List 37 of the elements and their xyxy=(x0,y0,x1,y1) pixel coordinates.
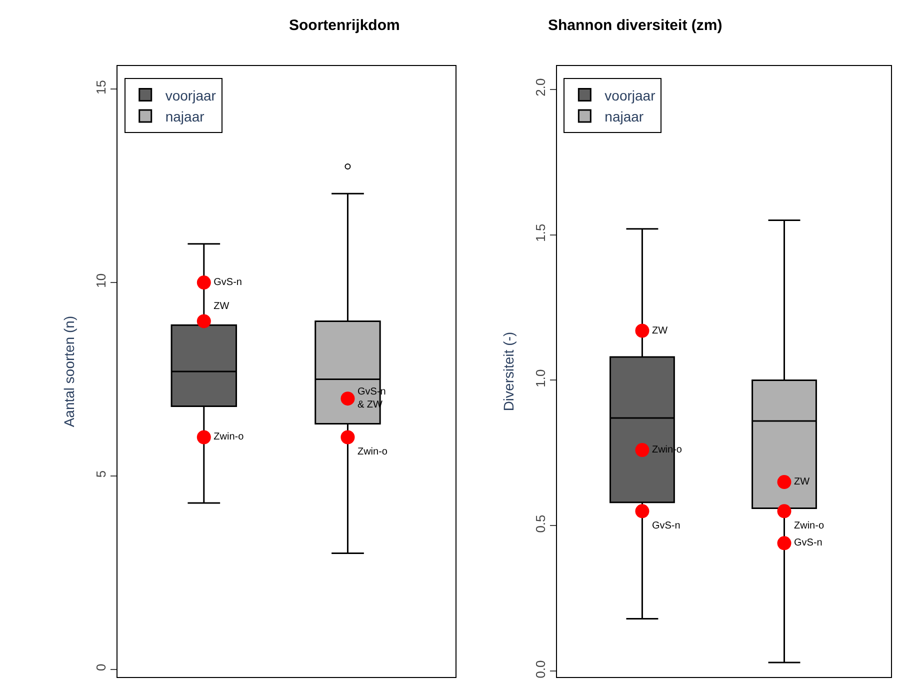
legend-label: voorjaar xyxy=(604,87,656,104)
data-label: ZW xyxy=(652,325,668,336)
data-label: ZW xyxy=(214,300,230,312)
point xyxy=(196,430,211,444)
data-label: Zwin-o xyxy=(357,446,388,458)
data-label: GvS-n xyxy=(794,538,822,549)
point xyxy=(635,443,650,458)
y-tick-label: 5 xyxy=(93,470,108,478)
point xyxy=(340,430,355,444)
legend-label: najaar xyxy=(604,108,644,124)
legend-label: najaar xyxy=(165,108,205,124)
point xyxy=(777,504,792,518)
data-label: ZW xyxy=(794,476,810,488)
data-label: GvS-n xyxy=(214,277,242,288)
data-label: Zwin-o xyxy=(214,432,244,443)
y-axis-title: Diversiteit (-) xyxy=(500,332,516,412)
y-tick-label: 0 xyxy=(93,664,108,671)
chart-title: Soortenrijkdom xyxy=(289,17,400,34)
point xyxy=(196,314,211,328)
y-tick-label: 0.0 xyxy=(532,660,548,678)
data-label: GvS-n xyxy=(652,520,680,532)
chart-title: Shannon diversiteit (zm) xyxy=(548,17,722,34)
y-tick-label: 1.5 xyxy=(532,224,548,242)
y-axis-title: Aantal soorten (n) xyxy=(61,316,77,428)
legend-label: voorjaar xyxy=(165,87,216,104)
point xyxy=(777,475,792,490)
point xyxy=(777,536,792,550)
point xyxy=(340,392,355,406)
y-tick-label: 0.5 xyxy=(532,514,548,533)
point xyxy=(635,324,650,338)
y-tick-label: 1.0 xyxy=(532,369,548,388)
point xyxy=(196,276,211,290)
y-tick-label: 15 xyxy=(93,80,108,94)
y-tick-label: 10 xyxy=(93,273,108,288)
point xyxy=(635,504,650,518)
y-tick-label: 2.0 xyxy=(532,78,548,96)
data-label: Zwin-o xyxy=(794,520,824,532)
